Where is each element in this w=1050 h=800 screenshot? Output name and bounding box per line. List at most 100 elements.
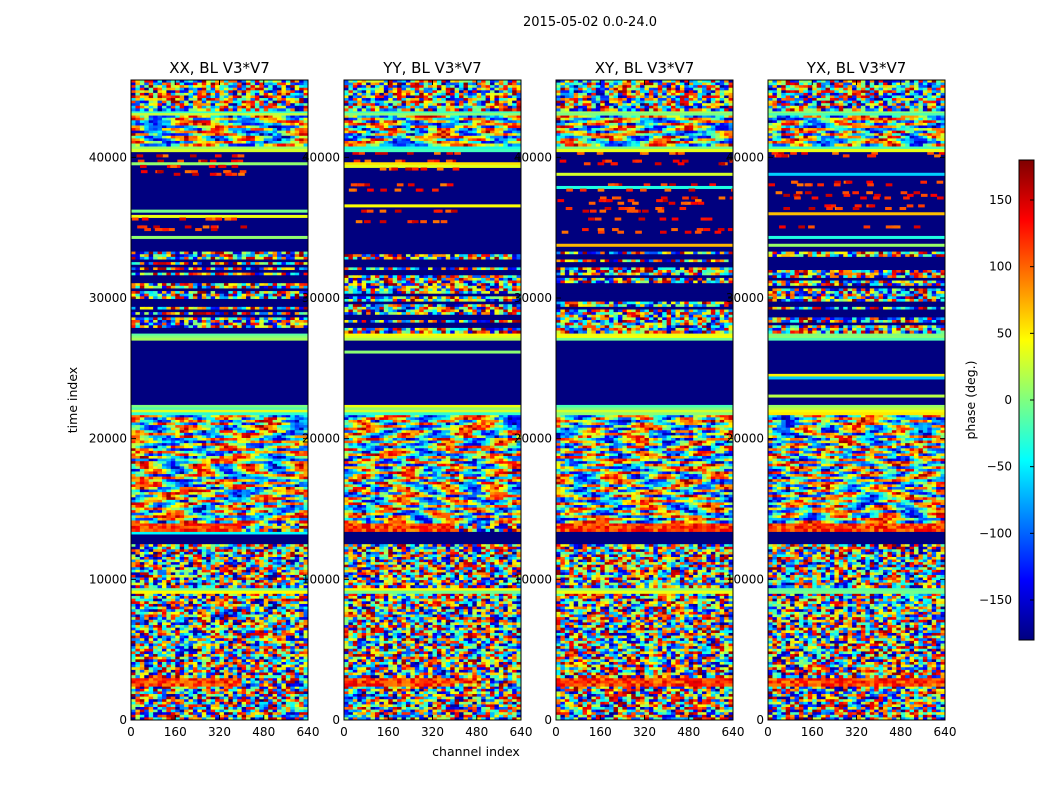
y-tick-label: 40000: [514, 150, 552, 164]
heatmap-image: [131, 80, 308, 720]
time-segment-warm-band: [344, 523, 521, 532]
y-tick-label: 40000: [726, 150, 764, 164]
time-segment-stripe-green: [131, 587, 308, 594]
y-axis-label: time index: [65, 367, 80, 433]
y-tick-label: 20000: [89, 432, 127, 446]
time-segment-noise: [131, 80, 308, 112]
x-tick-label: 640: [934, 725, 957, 739]
time-segment-stripe-green: [344, 110, 521, 116]
time-segment-dark: [131, 531, 308, 535]
figure-suptitle: 2015-05-02 0.0-24.0: [523, 15, 657, 30]
time-segment-fringes: [768, 115, 945, 147]
panel-title: YX, BL V3*V7: [806, 59, 907, 77]
time-segment-dark: [131, 235, 308, 239]
time-segment-fringes: [556, 115, 733, 147]
time-segment-warm-band: [344, 677, 521, 687]
y-tick-label: 40000: [302, 150, 340, 164]
x-tick-label: 320: [208, 725, 231, 739]
x-tick-label: 640: [510, 725, 533, 739]
y-tick-label: 30000: [89, 291, 127, 305]
time-segment-stripe-green: [556, 146, 733, 153]
time-segment-noise: [768, 80, 945, 112]
time-segment-warm-band: [131, 523, 308, 532]
time-segment-noise: [768, 593, 945, 679]
panel-3: XY, BL V3*V7 0 160 320 480 640 0 10000 20000 3000…: [514, 59, 745, 739]
time-segment-noise: [768, 686, 945, 720]
x-tick-label: 640: [297, 725, 320, 739]
x-tick-label: 480: [252, 725, 275, 739]
x-tick-label: 160: [164, 725, 187, 739]
time-segment-warm-band: [768, 677, 945, 687]
colorbar-tick-label: 0: [1004, 393, 1012, 407]
time-segment-mixed: [131, 544, 308, 589]
time-segment-mixed: [768, 544, 945, 589]
y-tick-label: 20000: [514, 432, 552, 446]
time-segment-dark: [768, 373, 945, 398]
x-tick-label: 480: [889, 725, 912, 739]
time-segment-dark: [768, 235, 945, 247]
time-segment-fringes: [768, 414, 945, 524]
colorbar-tick-label: 100: [989, 260, 1012, 274]
time-segment-stripe-green: [768, 404, 945, 416]
x-tick-label: 480: [677, 725, 700, 739]
panel-4: YX, BL V3*V7 0 160 320 480 640 0 10000 20000 3000…: [726, 59, 957, 739]
colorbar-tick-label: −50: [987, 460, 1012, 474]
y-tick-label: 30000: [302, 291, 340, 305]
y-tick-label: 0: [756, 713, 764, 727]
panel-2: YY, BL V3*V7 0 160 320 480 640 0 10000 20000 3000…: [302, 59, 533, 739]
x-tick-label: 0: [127, 725, 135, 739]
time-segment-dark: [344, 350, 521, 354]
time-segment-stripe-green: [556, 333, 733, 341]
time-segment-stripe-green: [768, 110, 945, 116]
x-tick-label: 320: [421, 725, 444, 739]
x-tick-label: 160: [589, 725, 612, 739]
time-segment-noise: [344, 80, 521, 112]
time-segment-dark-warm: [131, 154, 308, 232]
x-tick-label: 320: [633, 725, 656, 739]
time-segment-dark-warm: [768, 151, 945, 229]
time-segment-noise: [131, 593, 308, 679]
time-segment-noise: [131, 686, 308, 720]
time-segment-stripe-green: [344, 333, 521, 341]
colorbar-tick-label: −100: [979, 526, 1012, 540]
y-tick-label: 20000: [302, 432, 340, 446]
x-tick-label: 320: [845, 725, 868, 739]
time-segment-stripe-green: [556, 110, 733, 116]
y-tick-label: 10000: [726, 572, 764, 586]
y-tick-label: 10000: [89, 572, 127, 586]
time-segment-striped: [768, 251, 945, 334]
time-segment-striped: [344, 251, 521, 334]
time-segment-stripe-green: [768, 587, 945, 594]
colorbar-tick-label: 50: [997, 326, 1012, 340]
time-segment-stripe-green: [556, 587, 733, 594]
x-tick-label: 160: [801, 725, 824, 739]
x-tick-label: 0: [340, 725, 348, 739]
x-tick-label: 480: [465, 725, 488, 739]
time-segment-fringes: [131, 414, 308, 524]
y-tick-label: 10000: [302, 572, 340, 586]
x-axis-label: channel index: [432, 744, 520, 759]
time-segment-striped: [556, 251, 733, 334]
x-tick-label: 0: [764, 725, 772, 739]
time-segment-stripe-green: [344, 587, 521, 594]
time-segment-noise: [556, 593, 733, 679]
x-tick-label: 160: [377, 725, 400, 739]
time-segment-mixed: [556, 544, 733, 589]
time-segment-stripe-green: [344, 146, 521, 153]
time-segment-stripe-green: [768, 333, 945, 341]
time-segment-striped: [131, 251, 308, 334]
heatmap-image: [556, 80, 733, 720]
time-segment-fringes: [556, 414, 733, 524]
colorbar: 150 100 50 0 −50 −100 −150 phase (deg.): [963, 159, 1035, 641]
x-tick-label: 0: [552, 725, 560, 739]
colorbar-tick-label: 150: [989, 193, 1012, 207]
heatmap-image: [768, 80, 945, 720]
time-segment-stripe-green: [344, 404, 521, 416]
panel-title: XX, BL V3*V7: [169, 59, 270, 77]
x-tick-label: 640: [722, 725, 745, 739]
y-tick-label: 10000: [514, 572, 552, 586]
time-segment-stripe-green: [131, 333, 308, 341]
time-segment-fringes: [344, 115, 521, 147]
time-segment-dark: [556, 243, 733, 247]
